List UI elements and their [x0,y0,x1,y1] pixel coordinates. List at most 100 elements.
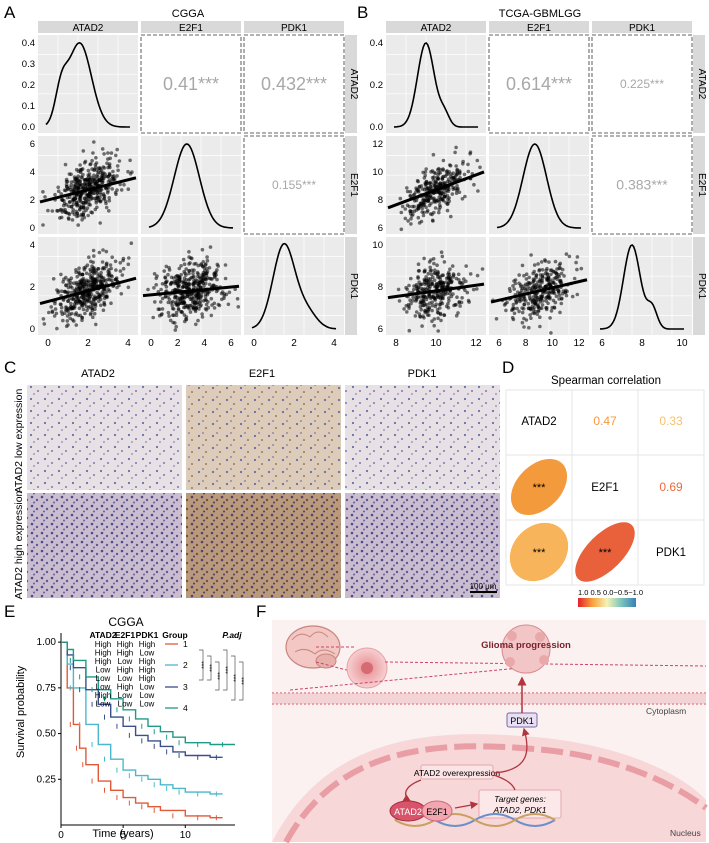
scatter-point [475,273,480,278]
scatter-point [438,203,442,207]
scatter-point [399,227,404,232]
scatter-point [570,294,575,299]
corr-ellipse-pdk1-e2f1 [575,522,635,582]
km-table-cell: High [139,666,155,675]
glioma-progression-label: Glioma progression [481,640,571,651]
scatter-point [77,204,82,208]
ytick-pdk1: 4 [30,240,35,251]
scatter-point [94,165,98,169]
corr-ellipse-e2f1-atad2 [510,458,568,516]
scatter-point [534,273,538,278]
strip-col-atad2 [38,21,138,33]
scatter-point [111,169,115,174]
scatter-point [416,275,420,279]
scatter-point [440,175,445,179]
corr-stars-pdk1-e2f1: *** [599,547,613,559]
scatter-point [81,307,86,312]
scatter-point [75,181,80,185]
scatter-point [110,278,114,283]
scatter-point [88,312,93,317]
scatter-point [564,252,569,256]
scatter-point [107,196,111,200]
scatter-point [461,159,465,164]
scatter-point [429,272,434,277]
scatter-point [128,172,133,176]
scatter-point [80,272,85,277]
strip-row-pdk1 [693,237,705,335]
scatter-point [82,161,87,165]
scatter-point [411,295,415,300]
scatter-point [423,295,428,299]
scatter-point [91,270,96,275]
scatter-point [78,169,83,173]
ihc-image-low-e2f1 [186,385,341,490]
ytick-atad2: 0.0 [22,122,35,133]
scatter-point [558,279,562,284]
scatter-point [475,287,479,291]
scatter-point [462,172,467,177]
scatter-point [235,297,240,301]
scatter-point [41,317,46,321]
scatter-point [558,266,562,270]
xtick-atad2: 0 [45,338,51,349]
scatter-point [104,205,109,210]
scatter-point [120,273,125,277]
scatter-point [524,272,529,277]
scatter-point [105,190,110,195]
scatter-point [106,277,110,282]
scatter-point [105,161,109,165]
scatter-point [157,307,162,312]
scatter-point [172,296,177,300]
scatter-point [447,299,451,303]
scatter-point [536,262,540,266]
scatter-point [174,324,178,329]
km-table-cell: High [95,640,111,649]
scalebar-label: 100 μm [470,582,497,591]
scatter-point [533,309,538,314]
scatter-point [114,276,119,280]
scatter-point [416,262,421,267]
scatter-point [96,266,101,271]
scatter-point [552,269,556,274]
scatter-point [187,250,191,254]
scatter-point [539,306,544,311]
scatter-point [78,287,82,292]
scatter-point [200,280,205,285]
scatter-point [191,271,195,276]
scatter-point [538,324,542,329]
corr-cell-atad2-pdk1 [243,34,345,134]
scatter-point [412,192,417,197]
scatter-point [59,310,64,314]
plot-bg-2-1 [141,237,241,335]
scatter-point [440,273,445,278]
scatter-point [514,301,519,305]
scatter-point [504,308,508,313]
scatter-point [173,328,178,332]
panel-letter-d: D [502,358,514,377]
scatter-point [534,282,538,287]
scatter-point [175,278,179,282]
scatter-point [109,273,113,278]
scatter-point [439,250,444,254]
scatter-point [448,163,453,168]
scatter-point [414,284,419,289]
km-ylabel: Survival probability [15,665,27,758]
ytick-atad2: 0.1 [22,101,35,112]
scatter-point [522,302,527,307]
scatter-point [205,258,210,263]
km-table-cell: Low [118,674,133,683]
plot-bg-2-2 [244,237,344,335]
scatter-point [417,206,421,211]
scatter-point [475,158,480,163]
scatter-point [408,194,412,198]
scatter-point [209,296,214,301]
scatter-point [77,306,82,311]
scatter-point [521,307,526,311]
xtick-pdk1: 0 [251,338,257,349]
scatter-point [472,182,476,187]
scatter-point [410,214,414,218]
panel-f-schematic: Glioma progression PDK1 Cytoplasm Nucleu… [272,620,708,843]
scatter-point [173,300,178,305]
km-pvalue-stars: *** [225,666,232,674]
